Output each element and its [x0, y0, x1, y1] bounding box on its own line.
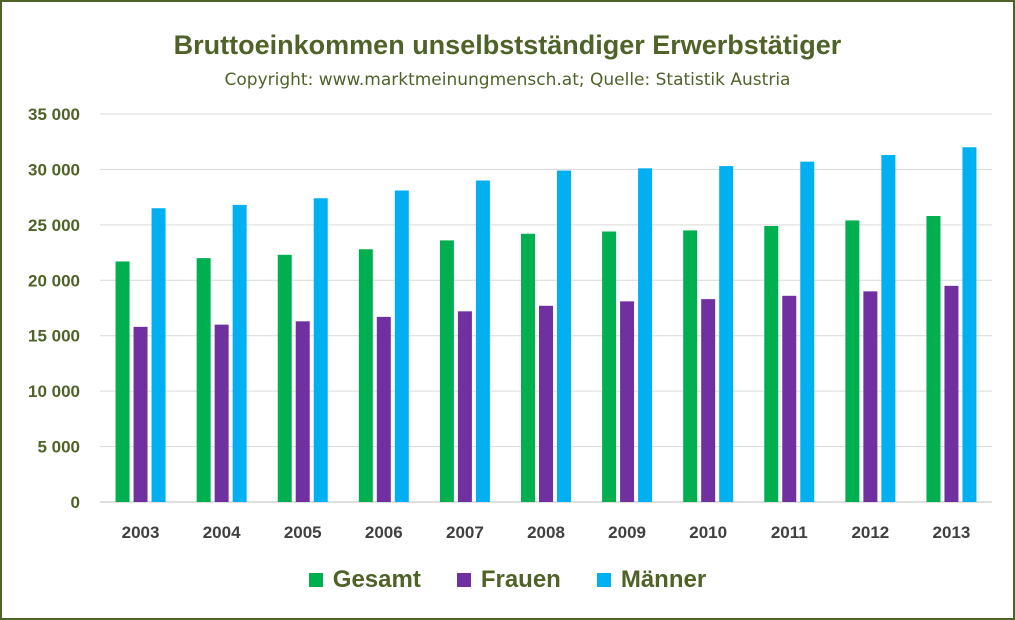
legend-label-maenner: Männer — [620, 566, 707, 593]
bar-frauen-2003 — [133, 326, 148, 502]
bar-maenner-2007 — [475, 180, 490, 502]
x-tick-label-2010: 2010 — [689, 523, 727, 542]
bar-frauen-2009 — [620, 301, 635, 502]
bar-gesamt-2004 — [196, 258, 211, 502]
legend-swatch-frauen — [456, 573, 471, 587]
x-tick-label-2008: 2008 — [527, 523, 565, 542]
bar-maenner-2006 — [394, 190, 409, 502]
chart-title: Bruttoeinkommen unselbstständiger Erwerb… — [173, 30, 842, 60]
legend-item-frauen: Frauen — [456, 566, 561, 594]
y-tick-label-10000: 10 000 — [28, 382, 80, 401]
legend: Gesamt Frauen Männer — [0, 566, 1015, 594]
bar-frauen-2008 — [539, 305, 553, 502]
x-tick-label-2009: 2009 — [608, 523, 646, 542]
bar-frauen-2010 — [701, 299, 716, 502]
x-tick-label-2006: 2006 — [365, 523, 403, 542]
bar-gesamt-2003 — [115, 261, 130, 502]
bar-frauen-2005 — [295, 321, 310, 502]
legend-label-gesamt: Gesamt — [332, 566, 421, 593]
y-tick-label-35000: 35 000 — [28, 105, 80, 124]
y-tick-label-25000: 25 000 — [28, 216, 80, 235]
bar-gesamt-2008 — [521, 233, 535, 502]
bar-maenner-2011 — [800, 161, 815, 502]
bar-maenner-2012 — [881, 155, 896, 502]
x-tick-label-2007: 2007 — [446, 523, 484, 542]
y-axis-ticks: 0 5 000 10 000 15 000 20 000 25 000 30 000 35 0… — [28, 105, 80, 512]
y-tick-label-0: 0 — [71, 493, 80, 512]
legend-swatch-gesamt — [308, 573, 323, 587]
bar-gesamt-2009 — [602, 231, 617, 502]
bar-frauen-2006 — [376, 316, 391, 502]
bar-maenner-2004 — [232, 204, 247, 502]
y-tick-label-15000: 15 000 — [28, 327, 80, 346]
bar-gesamt-2011 — [764, 225, 779, 503]
legend-item-maenner: Männer — [596, 566, 707, 594]
bar-frauen-2012 — [863, 291, 878, 502]
bar-maenner-2010 — [719, 166, 734, 503]
bar-gesamt-2013 — [926, 215, 941, 502]
bar-frauen-2007 — [457, 311, 472, 502]
bars — [115, 147, 977, 503]
bar-frauen-2013 — [944, 285, 959, 502]
x-tick-label-2012: 2012 — [851, 523, 889, 542]
bar-maenner-2008 — [557, 170, 571, 502]
x-axis-ticks: 2003 2004 2005 2006 2007 2008 2009 2010 2011 2012… — [122, 523, 971, 542]
bar-maenner-2013 — [962, 147, 977, 502]
x-tick-label-2004: 2004 — [203, 523, 241, 542]
x-tick-label-2011: 2011 — [771, 523, 808, 542]
y-tick-label-30000: 30 000 — [28, 160, 80, 179]
bar-maenner-2005 — [313, 198, 328, 502]
x-tick-label-2013: 2013 — [933, 523, 971, 542]
bar-gesamt-2006 — [358, 249, 373, 502]
bar-frauen-2004 — [214, 324, 229, 502]
x-tick-label-2005: 2005 — [284, 523, 322, 542]
bar-frauen-2011 — [782, 295, 797, 502]
legend-swatch-maenner — [596, 573, 611, 587]
bar-maenner-2003 — [151, 208, 166, 502]
y-tick-label-5000: 5 000 — [37, 438, 80, 457]
y-tick-label-20000: 20 000 — [28, 271, 80, 290]
bar-maenner-2009 — [638, 168, 653, 502]
bar-gesamt-2010 — [683, 230, 698, 502]
bar-gesamt-2007 — [439, 240, 454, 502]
bar-gesamt-2005 — [277, 254, 292, 502]
x-tick-label-2003: 2003 — [122, 523, 160, 542]
legend-item-gesamt: Gesamt — [308, 566, 421, 594]
legend-label-frauen: Frauen — [480, 566, 561, 593]
bar-gesamt-2012 — [845, 220, 860, 502]
chart-subtitle: Copyright: www.marktmeinungmensch.at; Qu… — [224, 70, 791, 90]
